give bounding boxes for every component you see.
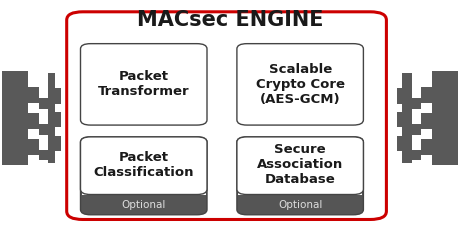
FancyBboxPatch shape (236, 44, 363, 125)
FancyBboxPatch shape (80, 44, 207, 125)
Bar (48, 73, 55, 163)
Bar (396, 112, 402, 127)
Bar (55, 136, 61, 151)
Text: MACsec ENGINE: MACsec ENGINE (136, 10, 323, 30)
FancyBboxPatch shape (236, 137, 363, 215)
Text: Packet
Classification: Packet Classification (93, 151, 194, 179)
Text: Packet
Transformer: Packet Transformer (98, 70, 189, 98)
Bar (2, 71, 28, 165)
Bar (396, 88, 402, 104)
Text: Optional: Optional (277, 200, 322, 210)
Bar (420, 139, 431, 155)
Text: Optional: Optional (121, 200, 166, 210)
Bar (28, 139, 39, 155)
Bar (411, 124, 420, 135)
Bar (420, 113, 431, 129)
Bar (39, 98, 48, 109)
Bar (396, 136, 402, 151)
FancyBboxPatch shape (67, 12, 386, 219)
Bar (39, 124, 48, 135)
Bar (411, 150, 420, 160)
Bar (402, 73, 411, 163)
FancyBboxPatch shape (236, 137, 363, 194)
Bar (39, 150, 48, 160)
FancyBboxPatch shape (80, 137, 207, 194)
Bar (28, 87, 39, 103)
Bar (420, 87, 431, 103)
Bar (238, 138, 361, 194)
Text: Secure
Association
Database: Secure Association Database (257, 143, 342, 186)
Text: Scalable
Crypto Core
(AES-GCM): Scalable Crypto Core (AES-GCM) (255, 63, 344, 106)
Bar (55, 88, 61, 104)
Bar (55, 112, 61, 127)
Bar (28, 113, 39, 129)
Bar (431, 71, 457, 165)
Bar (82, 138, 205, 194)
Bar (411, 98, 420, 109)
FancyBboxPatch shape (80, 137, 207, 215)
